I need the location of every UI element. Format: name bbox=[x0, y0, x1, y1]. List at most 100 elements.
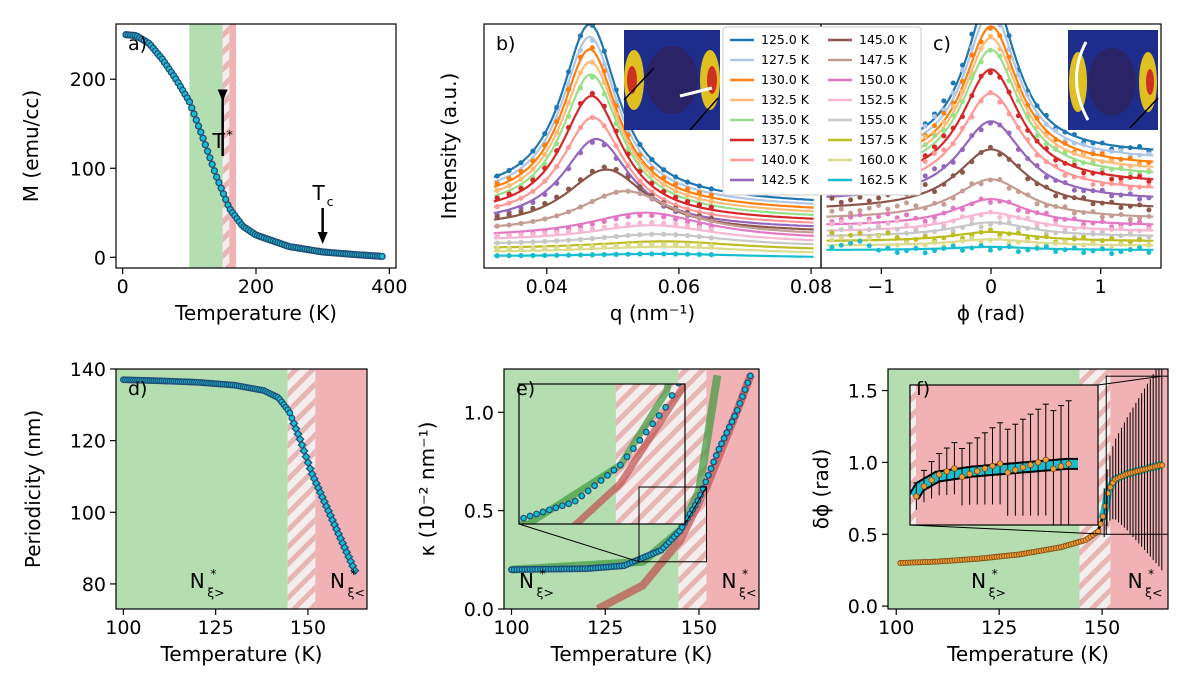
data-point bbox=[941, 235, 947, 241]
data-point bbox=[1071, 140, 1077, 146]
data-point bbox=[1043, 141, 1049, 147]
data-point bbox=[959, 238, 965, 244]
data-point bbox=[601, 234, 607, 241]
data-point bbox=[208, 160, 216, 168]
series-line bbox=[493, 60, 814, 213]
ytick-label-f: 1.0 bbox=[848, 452, 878, 474]
data-point bbox=[210, 167, 219, 175]
data-point bbox=[1006, 33, 1012, 39]
inset-shade-hatch bbox=[910, 385, 916, 525]
inset-data-point bbox=[552, 504, 560, 512]
data-point bbox=[978, 59, 984, 65]
data-point bbox=[894, 235, 900, 241]
ytick-label-d: 80 bbox=[82, 574, 106, 596]
x-axis-label-f: Temperature (K) bbox=[946, 642, 1109, 666]
data-point bbox=[876, 247, 882, 253]
inset-frame bbox=[909, 384, 1099, 526]
data-point bbox=[922, 173, 928, 179]
data-point bbox=[1025, 114, 1031, 120]
data-point bbox=[506, 167, 512, 174]
data-point bbox=[518, 253, 524, 259]
data-point bbox=[1043, 184, 1049, 190]
data-point bbox=[542, 200, 548, 207]
data-point bbox=[1025, 215, 1031, 221]
markers bbox=[122, 31, 386, 261]
data-point bbox=[625, 242, 631, 248]
data-point bbox=[987, 47, 993, 53]
data-point bbox=[1071, 132, 1077, 138]
data-point bbox=[978, 212, 984, 218]
data-point bbox=[1090, 220, 1096, 226]
inset-data-point bbox=[1019, 464, 1027, 471]
data-point bbox=[720, 434, 728, 442]
data-point bbox=[997, 151, 1003, 157]
data-point bbox=[673, 188, 679, 194]
data-point bbox=[589, 235, 595, 242]
data-point bbox=[696, 234, 703, 240]
data-point bbox=[673, 221, 679, 227]
data-point bbox=[1034, 152, 1040, 158]
data-point bbox=[1118, 166, 1124, 172]
data-point bbox=[577, 227, 584, 233]
data-point bbox=[1081, 250, 1087, 256]
data-point bbox=[838, 199, 844, 205]
data-point bbox=[978, 46, 984, 52]
data-point bbox=[736, 399, 744, 407]
region-label-e1: N * ξ< bbox=[722, 566, 757, 600]
data-point bbox=[1127, 155, 1133, 161]
data-point bbox=[506, 175, 512, 182]
ytick-label-a: 100 bbox=[70, 158, 106, 180]
data-point bbox=[542, 161, 548, 167]
data-point bbox=[649, 166, 655, 172]
region-label-sup: * bbox=[210, 566, 216, 581]
legend-entry: 152.5 K bbox=[859, 92, 908, 107]
data-point bbox=[1034, 103, 1040, 109]
data-point bbox=[1099, 200, 1105, 206]
zoom-connector bbox=[518, 523, 640, 563]
data-point bbox=[613, 155, 619, 161]
data-point bbox=[190, 110, 198, 118]
data-point bbox=[506, 222, 512, 228]
data-point bbox=[530, 177, 536, 183]
data-point bbox=[932, 200, 938, 206]
data-point bbox=[708, 192, 714, 198]
shade-a-red bbox=[229, 24, 236, 268]
data-point bbox=[684, 211, 691, 217]
data-point bbox=[838, 235, 844, 241]
data-point bbox=[494, 187, 500, 193]
data-point bbox=[530, 148, 536, 154]
legend-entry: 132.5 K bbox=[761, 92, 810, 107]
data-point bbox=[554, 141, 560, 147]
data-point bbox=[1127, 145, 1133, 151]
data-point bbox=[1081, 242, 1087, 248]
data-point bbox=[518, 168, 524, 175]
data-point bbox=[969, 245, 975, 251]
data-point bbox=[565, 113, 572, 119]
zoom-connector bbox=[1097, 375, 1163, 386]
data-point bbox=[959, 67, 965, 73]
data-point bbox=[1109, 166, 1115, 172]
data-point bbox=[997, 220, 1003, 226]
data-point bbox=[932, 189, 938, 195]
data-point bbox=[1081, 224, 1087, 230]
data-point bbox=[696, 202, 703, 208]
data-point bbox=[1025, 247, 1031, 253]
data-point bbox=[1006, 199, 1012, 205]
data-point bbox=[941, 210, 947, 216]
region-label-sub: ξ> bbox=[537, 585, 554, 600]
shade-a-hatch bbox=[222, 24, 230, 268]
data-point bbox=[1034, 138, 1040, 144]
legend-entry: 155.0 K bbox=[859, 112, 908, 127]
region-label-sup: * bbox=[1148, 566, 1154, 581]
data-point bbox=[554, 119, 560, 125]
inset-data-point bbox=[943, 468, 950, 475]
y-axis-label-a: M (emu/cc) bbox=[19, 90, 43, 202]
data-point bbox=[1053, 221, 1059, 227]
data-point bbox=[950, 90, 956, 96]
data-point bbox=[1137, 196, 1143, 202]
data-point bbox=[506, 200, 512, 206]
data-point bbox=[1034, 210, 1040, 216]
data-point bbox=[1006, 185, 1012, 191]
data-point bbox=[518, 239, 524, 245]
data-point bbox=[1015, 72, 1021, 78]
